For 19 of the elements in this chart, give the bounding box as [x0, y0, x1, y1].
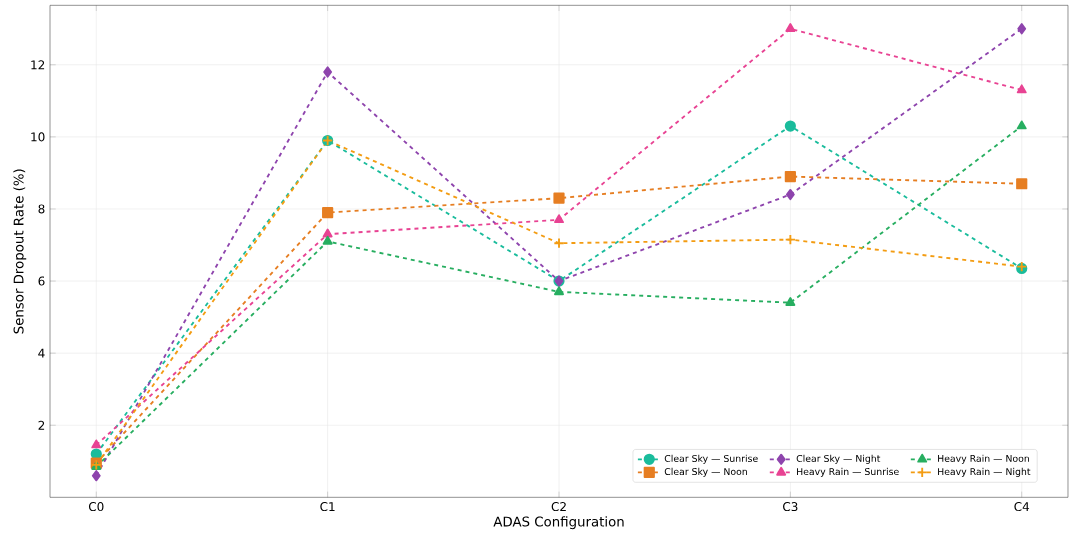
legend-label: Clear Sky — Night — [796, 454, 881, 464]
x-tick-label: C3 — [783, 502, 798, 512]
legend-label: Heavy Rain — Sunrise — [797, 467, 899, 477]
legend-label: Heavy Rain — Night — [938, 467, 1031, 477]
y-tick-label: 6 — [38, 276, 45, 286]
x-tick-label: C4 — [1014, 502, 1030, 512]
y-tick-label: 8 — [38, 204, 45, 214]
y-tick-label: 12 — [31, 60, 45, 70]
y-tick-label: 2 — [38, 420, 45, 430]
x-tick-label: C2 — [551, 502, 566, 512]
legend-label: Heavy Rain — Noon — [938, 454, 1029, 464]
y-tick-label: 10 — [31, 132, 45, 142]
legend-label: Clear Sky — Sunrise — [664, 454, 758, 464]
legend-label: Clear Sky — Noon — [664, 467, 747, 477]
x-axis-title: ADAS Configuration — [493, 516, 624, 530]
x-tick-label: C1 — [320, 502, 335, 512]
x-tick-label: C0 — [88, 502, 104, 512]
y-tick-label: 4 — [38, 348, 45, 358]
y-axis-title: Sensor Dropout Rate (%) — [13, 169, 27, 334]
